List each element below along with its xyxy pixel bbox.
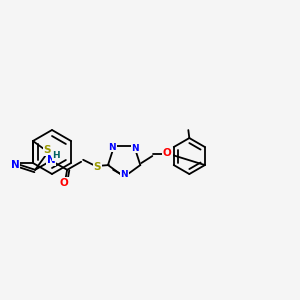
Text: N: N: [131, 143, 139, 152]
Text: O: O: [163, 148, 172, 158]
Text: O: O: [60, 178, 68, 188]
Text: N: N: [120, 170, 128, 179]
Text: S: S: [43, 145, 51, 155]
Text: N: N: [47, 155, 56, 165]
Text: N: N: [11, 160, 20, 170]
Text: S: S: [93, 162, 101, 172]
Text: H: H: [52, 151, 60, 160]
Text: N: N: [108, 142, 116, 152]
